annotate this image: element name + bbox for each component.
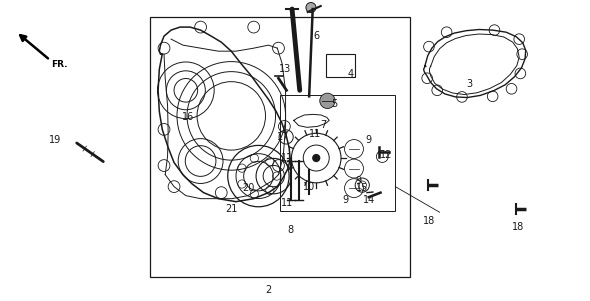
Text: 13: 13 [280, 64, 291, 74]
Bar [326, 54, 355, 77]
Text: 11: 11 [281, 198, 293, 208]
Text: FR.: FR. [51, 60, 68, 69]
Circle shape [320, 93, 335, 108]
Text: 20: 20 [242, 183, 254, 193]
Text: 6: 6 [313, 31, 319, 41]
Bar [150, 17, 410, 277]
Circle shape [312, 154, 320, 162]
Text: 9: 9 [366, 135, 372, 145]
Text: 11: 11 [309, 129, 321, 139]
Text: 5: 5 [332, 99, 337, 109]
Text: 8: 8 [287, 225, 293, 235]
Text: 2: 2 [266, 284, 271, 295]
Text: 10: 10 [303, 182, 315, 192]
Bar [280, 95, 395, 211]
Text: 9: 9 [342, 195, 348, 205]
Circle shape [306, 2, 316, 13]
Text: 21: 21 [226, 204, 238, 214]
Text: 4: 4 [348, 69, 354, 79]
Text: 16: 16 [182, 112, 194, 123]
Text: 18: 18 [512, 222, 524, 232]
Text: 3: 3 [466, 79, 472, 89]
Text: 17: 17 [277, 132, 289, 142]
Text: 14: 14 [363, 195, 375, 205]
Text: 18: 18 [424, 216, 435, 226]
Text: 9: 9 [356, 175, 362, 186]
Text: 7: 7 [320, 120, 326, 130]
Text: 11: 11 [281, 153, 293, 163]
Text: 19: 19 [49, 135, 61, 145]
Text: 15: 15 [356, 183, 368, 193]
Text: 12: 12 [380, 150, 392, 160]
